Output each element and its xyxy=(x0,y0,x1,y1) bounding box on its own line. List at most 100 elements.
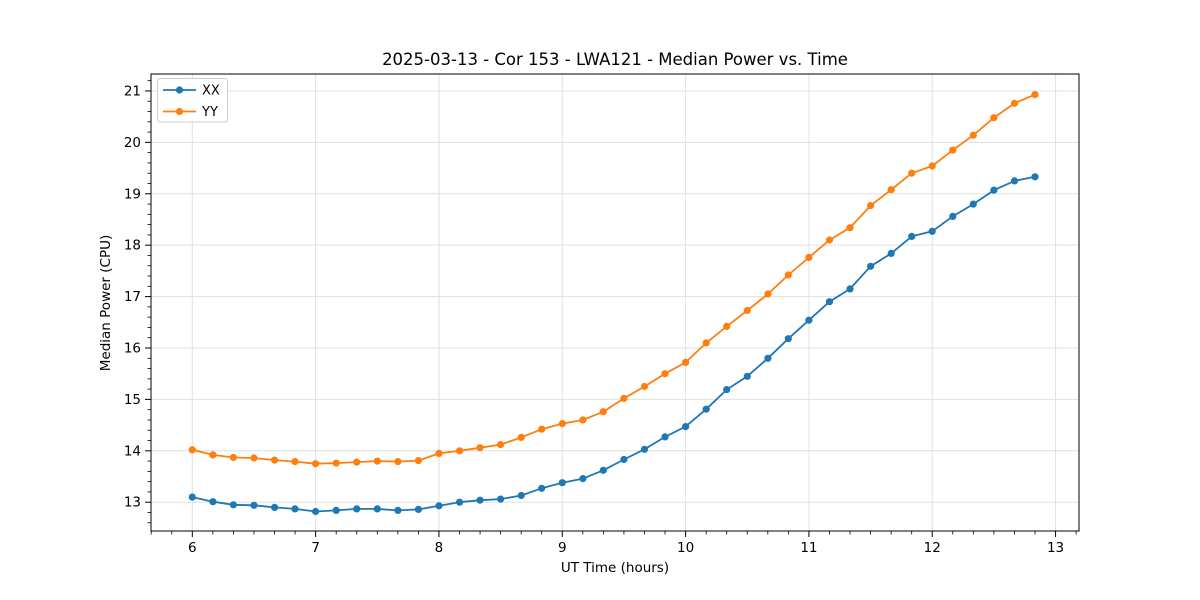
data-point-XX xyxy=(640,445,649,453)
data-point-YY xyxy=(517,433,525,441)
data-point-YY xyxy=(188,446,196,454)
x-tick-label: 8 xyxy=(435,540,444,556)
x-axis-label: UT Time (hours) xyxy=(561,560,669,576)
series-layer xyxy=(188,91,1039,516)
grid-layer xyxy=(151,74,1079,531)
x-tick-label: 10 xyxy=(677,540,694,556)
data-point-XX xyxy=(743,372,751,380)
data-point-YY xyxy=(332,459,340,467)
data-point-XX xyxy=(949,212,957,220)
data-point-YY xyxy=(805,253,813,262)
data-point-XX xyxy=(1010,177,1019,185)
data-point-YY xyxy=(497,441,505,449)
legend-marker-XX xyxy=(175,86,184,94)
y-tick-label: 19 xyxy=(124,186,141,202)
data-point-YY xyxy=(702,339,710,347)
data-point-YY xyxy=(867,202,875,210)
data-point-XX xyxy=(825,298,834,306)
legend-label-XX: XX xyxy=(202,84,220,99)
data-point-XX xyxy=(517,491,525,500)
data-point-YY xyxy=(743,306,751,315)
data-point-YY xyxy=(1010,99,1019,107)
data-point-YY xyxy=(599,408,607,416)
data-point-XX xyxy=(353,505,361,513)
data-point-YY xyxy=(312,460,320,468)
data-point-XX xyxy=(332,506,340,514)
data-point-XX xyxy=(805,316,813,324)
data-point-YY xyxy=(682,358,690,366)
data-point-XX xyxy=(435,502,443,510)
data-point-YY xyxy=(456,447,464,455)
y-tick-label: 16 xyxy=(124,340,141,356)
data-point-XX xyxy=(620,455,628,464)
data-point-YY xyxy=(784,271,792,279)
data-point-YY xyxy=(538,425,546,433)
data-point-YY xyxy=(723,322,731,330)
data-point-YY xyxy=(271,456,279,464)
data-point-YY xyxy=(291,458,299,466)
data-point-YY xyxy=(908,169,916,177)
data-point-XX xyxy=(599,466,607,474)
data-point-XX xyxy=(969,200,977,208)
data-point-YY xyxy=(558,420,566,428)
y-tick-label: 20 xyxy=(124,135,141,151)
x-tick-label: 9 xyxy=(558,540,567,556)
data-point-XX xyxy=(908,232,916,240)
data-point-XX xyxy=(702,405,710,413)
x-tick-label: 7 xyxy=(311,540,320,556)
data-point-YY xyxy=(887,186,895,194)
data-point-XX xyxy=(579,475,587,483)
data-point-XX xyxy=(887,249,895,257)
data-point-YY xyxy=(373,457,381,465)
x-tick-label: 12 xyxy=(924,540,941,556)
y-axis-label: Median Power (CPU) xyxy=(98,235,114,371)
series-line-YY xyxy=(191,93,1036,465)
data-point-YY xyxy=(353,458,361,466)
data-point-XX xyxy=(271,503,279,511)
data-point-XX xyxy=(414,505,422,513)
data-point-XX xyxy=(723,386,731,394)
x-tick-label: 6 xyxy=(188,540,197,556)
data-point-XX xyxy=(497,495,505,503)
series-line-XX xyxy=(191,175,1036,513)
legend-marker-YY xyxy=(175,107,184,116)
y-tick-label: 13 xyxy=(124,495,141,511)
data-point-XX xyxy=(250,501,258,509)
data-point-YY xyxy=(1031,91,1039,99)
data-point-YY xyxy=(846,224,854,232)
data-point-YY xyxy=(928,162,936,170)
y-tick-label: 21 xyxy=(124,83,141,99)
axes-layer: 6 7 8 9 10 11 12 13 13 14 15 16 17 18 19 20 21 xyxy=(124,73,1080,556)
x-tick-label: 13 xyxy=(1047,540,1064,556)
data-point-XX xyxy=(558,479,566,487)
y-tick-label: 18 xyxy=(124,238,141,254)
data-point-XX xyxy=(764,354,772,362)
legend-label-YY: YY xyxy=(201,105,218,120)
data-point-XX xyxy=(209,498,217,506)
data-point-XX xyxy=(928,227,936,235)
data-point-YY xyxy=(661,370,669,378)
data-point-XX xyxy=(291,505,299,513)
data-point-YY xyxy=(579,416,587,424)
data-point-YY xyxy=(969,131,977,139)
x-tick-label: 11 xyxy=(800,540,817,556)
y-tick-label: 17 xyxy=(124,289,141,305)
y-tick-label: 14 xyxy=(124,443,141,459)
chart-title: 2025-03-13 - Cor 153 - LWA121 - Median P… xyxy=(382,50,848,69)
data-point-YY xyxy=(250,454,258,462)
data-point-XX xyxy=(538,484,546,492)
data-point-XX xyxy=(373,505,381,513)
data-point-YY xyxy=(394,458,402,466)
data-point-XX xyxy=(846,285,854,293)
data-point-XX xyxy=(661,433,669,441)
data-point-XX xyxy=(476,496,484,504)
data-point-XX xyxy=(456,498,464,506)
data-point-XX xyxy=(312,507,320,516)
data-point-XX xyxy=(784,335,792,343)
data-point-XX xyxy=(682,423,690,431)
data-point-YY xyxy=(620,394,628,402)
data-point-YY xyxy=(764,290,772,298)
data-point-YY xyxy=(949,146,957,154)
data-point-XX xyxy=(1031,173,1039,181)
